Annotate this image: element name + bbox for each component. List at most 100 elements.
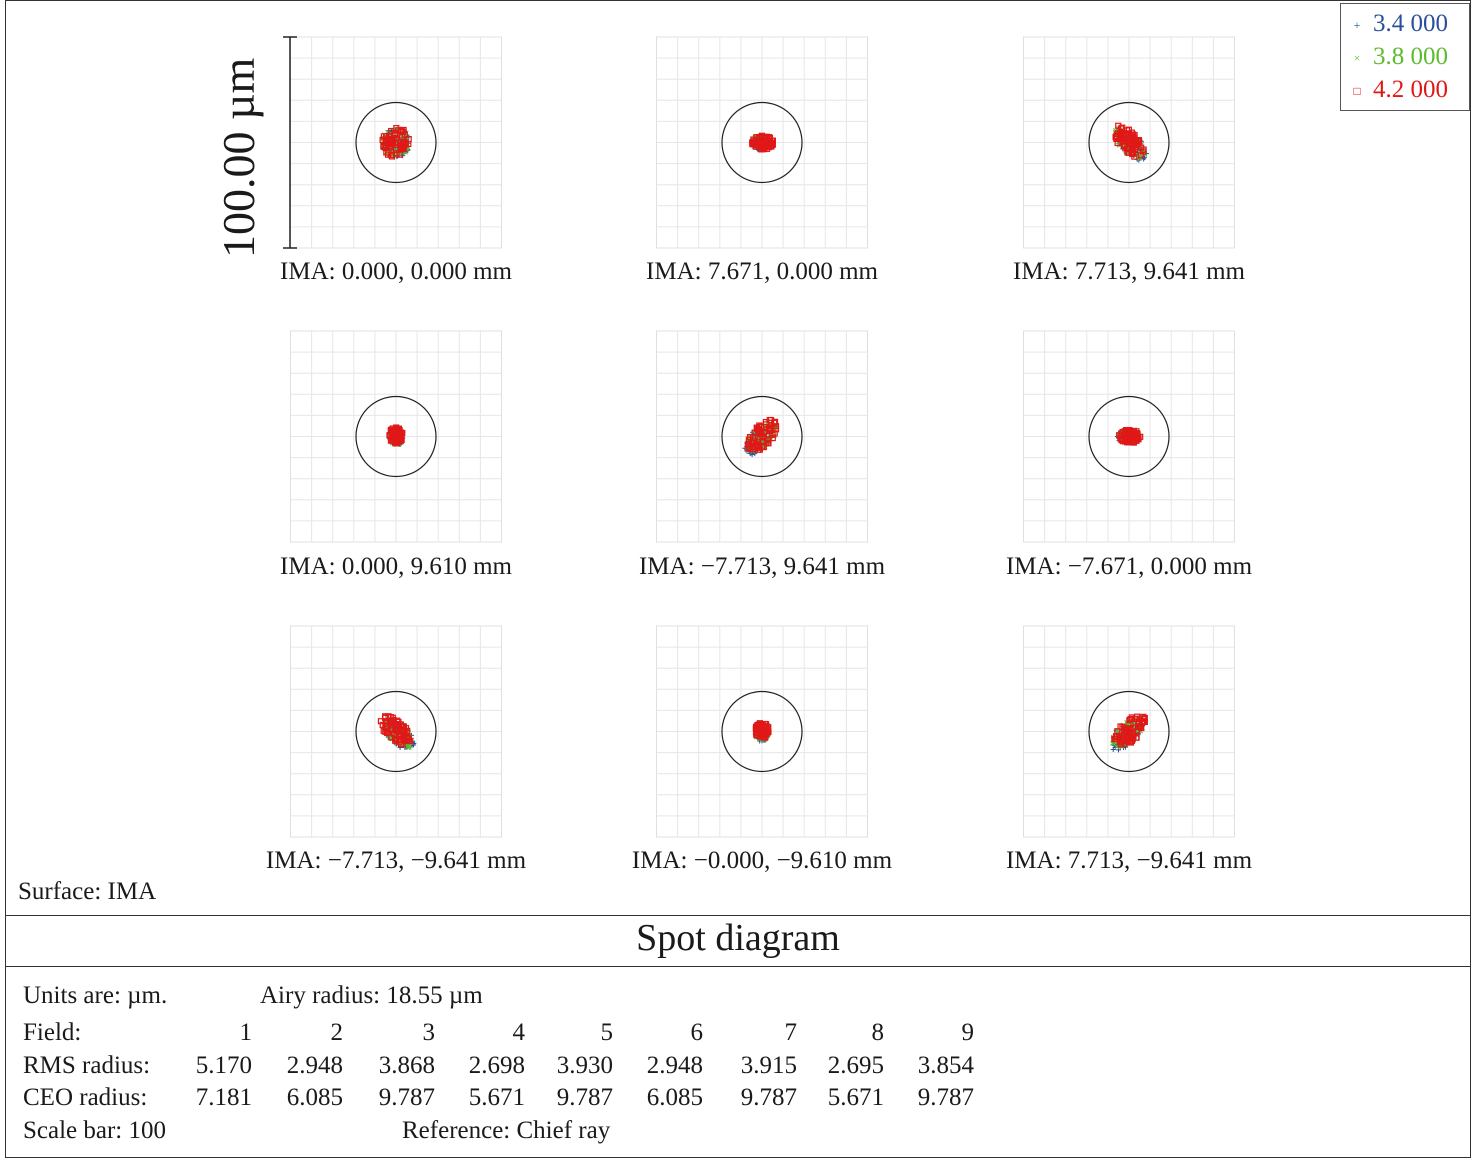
ray-point: [404, 727, 411, 734]
spot-plots: [283, 36, 1235, 838]
legend-label: 3.4 000: [1373, 10, 1448, 37]
ray-point: [759, 443, 766, 450]
ray-point: [760, 146, 768, 153]
ray-point: [377, 718, 385, 725]
ray-point: [383, 718, 390, 725]
ray-point: [1124, 733, 1132, 740]
field-position-label: IMA: 7.671, 0.000 mm: [646, 258, 878, 285]
airy-disk-circle: [355, 690, 437, 773]
ceo-value: 5.671: [827, 1084, 884, 1111]
field-number: 9: [961, 1019, 975, 1046]
units-text: Units are: µm.: [23, 982, 168, 1009]
field-number: 3: [422, 1019, 436, 1046]
field-row-label: Field:: [23, 1019, 82, 1046]
ray-point: [1118, 128, 1125, 136]
ray-point: [771, 430, 778, 437]
scale-bar-label: 100.00 µm: [213, 57, 264, 258]
diagram-frame: [5, 0, 1471, 1158]
spot-cell: [1023, 36, 1235, 249]
legend-item: × 3.8 000: [1347, 43, 1448, 71]
ray-point: [1114, 139, 1121, 147]
rms-value: 2.698: [468, 1052, 525, 1079]
ray-point: [1129, 724, 1137, 731]
ray-point: [1122, 430, 1130, 437]
rms-value: 3.930: [556, 1052, 613, 1079]
ray-point: [388, 433, 395, 440]
ray-point: [756, 428, 763, 435]
ray-point: [763, 726, 770, 733]
rms-value: 2.695: [827, 1052, 884, 1079]
field-number: 2: [330, 1019, 344, 1046]
ray-point: [396, 151, 403, 158]
ray-point: [767, 419, 775, 426]
field-position-label: IMA: −7.713, −9.641 mm: [265, 847, 527, 874]
ray-point: [382, 714, 389, 721]
field-position-label: IMA: 0.000, 0.000 mm: [280, 258, 512, 285]
ray-point: [1140, 718, 1147, 725]
spot-cell: [1023, 330, 1235, 543]
ceo-value: 6.085: [286, 1084, 343, 1111]
rms-value: 3.854: [917, 1052, 974, 1079]
ray-point: [1129, 149, 1137, 156]
ray-point: [1137, 144, 1144, 151]
field-number: 8: [871, 1019, 885, 1046]
ray-point: [391, 735, 399, 742]
field-position-label: IMA: −7.713, 9.641 mm: [638, 553, 886, 580]
airy-disk-circle: [721, 395, 803, 478]
ray-point: [761, 133, 768, 141]
plus-marker-icon: +: [1353, 17, 1361, 32]
legend-item: □ 4.2 000: [1347, 76, 1448, 104]
divider: [5, 966, 1471, 967]
ray-point: [388, 727, 395, 734]
surface-label: Surface: IMA: [18, 878, 157, 905]
ray-point: [394, 721, 401, 729]
rms-value: 2.948: [286, 1052, 343, 1079]
field-number: 5: [600, 1019, 614, 1046]
ray-point: [395, 718, 402, 725]
spot-cell: [656, 36, 868, 249]
ceo-value: 5.671: [468, 1084, 525, 1111]
ray-point: [749, 434, 757, 441]
airy-disk-circle: [355, 101, 437, 184]
field-position-label: IMA: 0.000, 9.610 mm: [280, 553, 512, 580]
legend-label: 4.2 000: [1373, 76, 1448, 103]
ray-point: [757, 726, 764, 733]
ray-point: [760, 439, 767, 446]
ray-point: [1117, 723, 1124, 730]
ray-point: [754, 444, 761, 451]
ray-point: [1132, 139, 1139, 146]
ray-point: [400, 723, 407, 730]
ray-point: [1128, 733, 1135, 740]
airy-disk-circle: [721, 690, 803, 773]
ray-point: [383, 143, 390, 150]
field-number: 1: [239, 1019, 253, 1046]
ray-point: [386, 132, 393, 140]
ceo-value: 9.787: [917, 1084, 974, 1111]
ray-point: [1132, 432, 1139, 439]
ray-point: [1121, 724, 1128, 731]
spot-cell: [290, 330, 502, 543]
ray-point: [393, 135, 400, 142]
ray-point: [1113, 132, 1120, 139]
ray-point: [766, 426, 773, 433]
ray-point: [1126, 717, 1133, 724]
ceo-value: 9.787: [378, 1084, 435, 1111]
airy-radius-text: Airy radius: 18.55 µm: [260, 982, 483, 1009]
field-number: 7: [784, 1019, 798, 1046]
ray-point: [405, 140, 412, 147]
ray-point: [749, 141, 756, 148]
ray-point: [379, 136, 386, 144]
diagram-title: Spot diagram: [636, 917, 840, 959]
ray-point: [1119, 428, 1126, 436]
ray-point: [401, 131, 408, 138]
ray-point: [389, 714, 396, 721]
rms-value: 3.915: [740, 1052, 797, 1079]
ceo-row-label: CEO radius:: [23, 1084, 148, 1111]
airy-disk-circle: [1088, 101, 1170, 184]
rms-value: 5.170: [195, 1052, 252, 1079]
ray-point: [1119, 124, 1126, 131]
ray-point: [1116, 732, 1123, 739]
field-number: 6: [690, 1019, 704, 1046]
ray-point: [379, 721, 386, 729]
ceo-value: 9.787: [556, 1084, 613, 1111]
